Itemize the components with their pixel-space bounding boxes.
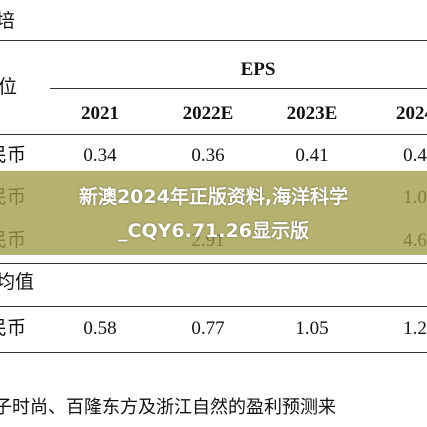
cell: 0.34 [83,145,117,166]
row-label: 民币 [0,318,27,339]
cell: 0.58 [83,318,117,339]
rule [0,306,427,307]
banner: 新澳2024年正版资料,海洋科学 _CQY6.71.26显示版 [0,171,427,255]
row-label: 民币 [0,145,27,166]
column-header: 2021 [81,103,119,124]
section-label: 均值 [0,272,35,293]
banner-line: _CQY6.71.26显示版 [118,220,309,242]
column-header: 2022E [182,103,234,124]
cell: 1.2 [403,318,427,339]
footnote: 子时尚、百隆东方及浙江自然的盈利预测来 [0,397,336,417]
unit-label: 位 [0,77,18,98]
column-header: 2023E [286,103,338,124]
rule [50,88,427,89]
rule [0,263,427,264]
cell: 1.05 [295,318,329,339]
cell: 0.41 [295,145,329,166]
cell: 0.4 [403,145,427,166]
cell: 0.77 [191,318,225,339]
column-header: 2024 [396,103,427,124]
cell: 0.36 [191,145,225,166]
rule [0,352,427,353]
rule [0,40,427,41]
rule [0,134,427,135]
top-left-label: 培 [0,11,16,32]
group-label: EPS [240,59,276,80]
banner-line: 新澳2024年正版资料,海洋科学 [78,186,349,208]
